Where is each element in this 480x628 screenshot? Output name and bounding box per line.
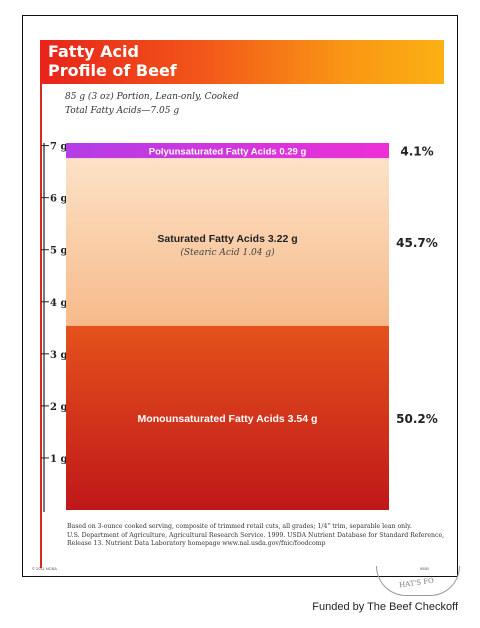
segment-label-0: Monounsaturated Fatty Acids 3.54 g [138, 413, 318, 425]
segment-sublabel-1: (Stearic Acid 1.04 g) [180, 247, 275, 258]
footnote-line-1: Based on 3-ounce cooked serving, composi… [67, 523, 412, 530]
title-line-1: Fatty Acid [48, 42, 139, 61]
percent-label-2: 4.1% [400, 145, 433, 159]
funding-credit: Funded by The Beef Checkoff [312, 601, 458, 613]
title-line-2: Profile of Beef [48, 61, 177, 80]
subtitle-total: Total Fatty Acids—7.05 g [65, 106, 180, 116]
red-vertical-rule [40, 84, 42, 568]
percent-label-1: 45.7% [396, 236, 438, 250]
segment-label-2: Polyunsaturated Fatty Acids 0.29 g [149, 147, 307, 158]
footnote: Based on 3-ounce cooked serving, composi… [67, 523, 445, 549]
y-tick-label: 4 g [50, 298, 67, 309]
bar-segment-1 [66, 158, 389, 326]
bar-segment-2 [66, 143, 389, 159]
copyright-text: © 2011 NCBA [32, 566, 57, 571]
segment-label-1: Saturated Fatty Acids 3.22 g [157, 233, 297, 245]
y-tick-label: 1 g [50, 454, 67, 465]
y-tick-label: 3 g [50, 350, 67, 361]
y-tick-label: 7 g [50, 142, 67, 153]
percent-label-0: 50.2% [396, 412, 438, 426]
footnote-line-2: U.S. Department of Agriculture, Agricult… [67, 531, 445, 539]
y-tick-label: 2 g [50, 402, 67, 413]
bar-segment-0 [66, 325, 389, 510]
title-banner: Fatty Acid Profile of Beef [40, 40, 444, 84]
subtitle-portion: 85 g (3 oz) Portion, Lean-only, Cooked [65, 92, 239, 102]
y-tick-label: 6 g [50, 194, 67, 205]
footnote-line-3: Release 13. Nutrient Data Laboratory hom… [67, 540, 326, 548]
y-tick-label: 5 g [50, 246, 67, 257]
stamp-text: HAT'S FO [398, 576, 435, 590]
